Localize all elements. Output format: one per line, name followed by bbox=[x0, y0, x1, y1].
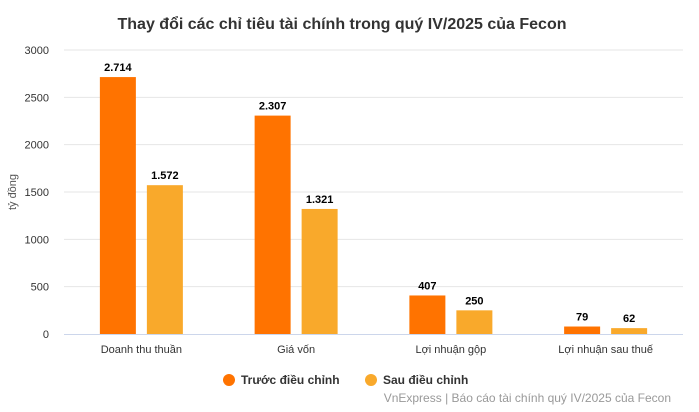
data-label: 62 bbox=[623, 313, 635, 325]
x-category-label: Giá vốn bbox=[277, 344, 315, 356]
bar-truoc-1 bbox=[254, 115, 291, 334]
bar-truoc-2 bbox=[409, 295, 446, 334]
x-category-label: Lợi nhuận sau thuế bbox=[558, 344, 653, 356]
data-label: 1.572 bbox=[151, 170, 179, 182]
y-tick-label: 500 bbox=[31, 282, 49, 294]
y-tick-label: 3000 bbox=[25, 45, 49, 57]
x-category-label: Doanh thu thuần bbox=[101, 344, 182, 356]
y-tick-label: 2500 bbox=[25, 92, 49, 104]
legend-item[interactable]: Trước điều chỉnh bbox=[241, 373, 340, 387]
bar-sau-1 bbox=[301, 208, 338, 334]
y-tick-label: 1000 bbox=[25, 234, 49, 246]
bar-truoc-3 bbox=[564, 326, 601, 334]
data-label: 407 bbox=[418, 280, 436, 292]
bars bbox=[99, 77, 648, 334]
chart-title: Thay đổi các chỉ tiêu tài chính trong qu… bbox=[118, 15, 567, 33]
y-tick-label: 2000 bbox=[25, 140, 49, 152]
x-axis-categories: Doanh thu thuần Giá vốn Lợi nhuận gộp Lợi n… bbox=[101, 344, 653, 356]
legend-marker bbox=[365, 374, 377, 386]
data-labels: 2.714 1.572 2.307 1.321 407 250 79 62 bbox=[104, 62, 635, 325]
data-label: 1.321 bbox=[306, 194, 334, 206]
bar-truoc-0 bbox=[99, 77, 136, 334]
data-label: 2.714 bbox=[104, 62, 132, 74]
legend-item[interactable]: Sau điều chỉnh bbox=[383, 373, 468, 387]
y-axis-label: tỷ đồng bbox=[7, 174, 19, 210]
y-tick-label: 1500 bbox=[25, 187, 49, 199]
x-category-label: Lợi nhuận gộp bbox=[415, 344, 486, 356]
data-label: 250 bbox=[465, 295, 483, 307]
legend: Trước điều chỉnh Sau điều chỉnh bbox=[223, 373, 468, 387]
bar-sau-0 bbox=[146, 185, 183, 334]
legend-marker bbox=[223, 374, 235, 386]
bar-sau-3 bbox=[611, 328, 648, 334]
data-label: 79 bbox=[576, 312, 588, 324]
bar-sau-2 bbox=[456, 310, 493, 334]
y-axis-ticks: 0 500 1000 1500 2000 2500 3000 bbox=[25, 45, 49, 341]
data-label: 2.307 bbox=[259, 101, 287, 113]
y-tick-label: 0 bbox=[43, 329, 49, 341]
source-credit: VnExpress | Báo cáo tài chính quý IV/202… bbox=[384, 391, 671, 405]
